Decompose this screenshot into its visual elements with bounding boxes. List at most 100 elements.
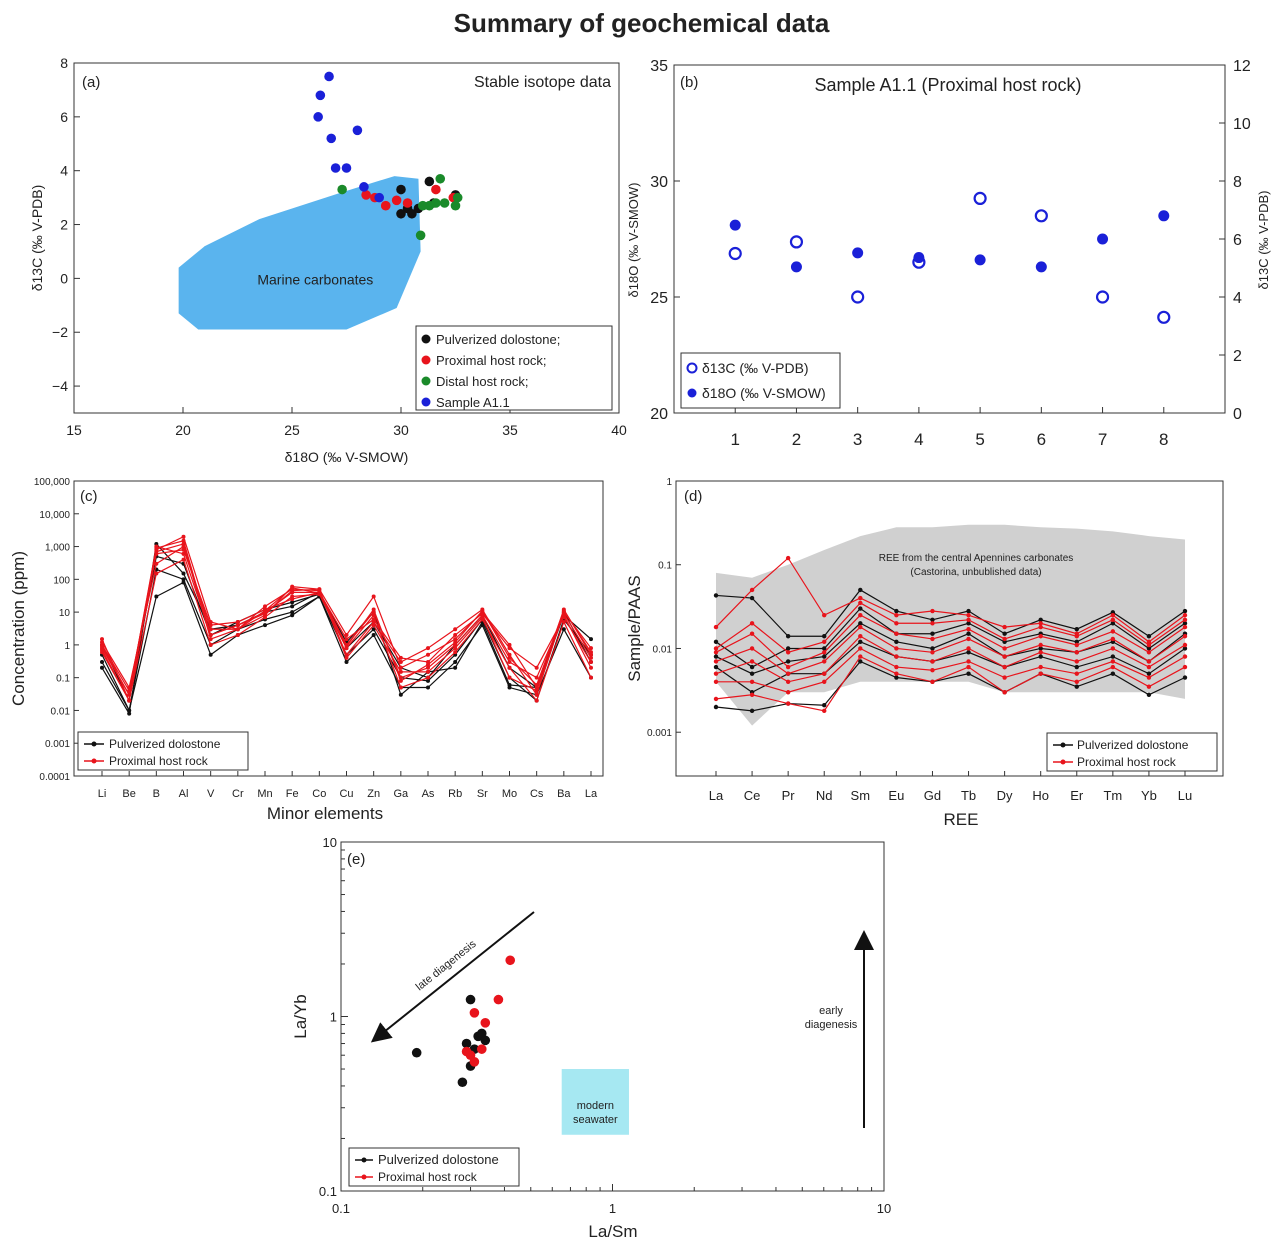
data-point — [749, 692, 755, 697]
data-point — [785, 664, 791, 670]
data-point — [453, 637, 458, 642]
data-point — [1182, 675, 1188, 680]
y-axis-label: δ13C (‰ V-PDB) — [29, 185, 45, 292]
data-point — [713, 671, 719, 676]
y-tick-label-left: 20 — [650, 406, 668, 423]
x-tick-label: 1 — [730, 430, 739, 449]
data-point — [1038, 650, 1043, 655]
data-point — [371, 627, 376, 632]
y-tick-label-right: 4 — [1233, 290, 1242, 307]
data-point-open — [851, 290, 865, 304]
series-line — [101, 545, 592, 697]
x-axis-label: δ18O (‰ V-SMOW) — [285, 449, 409, 465]
x-tick-label: 10 — [877, 1201, 891, 1216]
x-tick-label: 6 — [1037, 430, 1046, 449]
y-tick-label: 10 — [59, 608, 71, 619]
data-point — [930, 621, 935, 626]
x-tick-label: 2 — [792, 430, 801, 449]
data-point — [402, 198, 413, 208]
panel-c-frame — [73, 480, 604, 777]
x-tick-label: Al — [179, 788, 189, 800]
data-point — [858, 600, 863, 606]
data-point — [127, 711, 132, 716]
legend-marker — [1060, 742, 1066, 748]
data-point — [589, 637, 593, 642]
data-point — [290, 613, 295, 618]
data-point — [317, 587, 322, 592]
band-label: (Castorina, unbublished data) — [910, 567, 1041, 578]
x-tick-label: Ba — [557, 788, 571, 800]
data-point — [1038, 642, 1043, 648]
data-point — [966, 617, 971, 623]
data-point — [930, 650, 935, 655]
data-point — [1074, 664, 1079, 670]
data-point — [100, 644, 104, 649]
y-tick-label-right: 8 — [1233, 174, 1242, 191]
legend-marker — [91, 741, 97, 747]
data-point — [1074, 684, 1079, 689]
data-point — [822, 639, 827, 645]
seawater-label: modern — [577, 1100, 614, 1112]
y-tick-label: −4 — [52, 378, 68, 394]
data-point — [181, 557, 186, 562]
data-point — [371, 623, 376, 628]
data-point — [749, 708, 755, 714]
data-point — [894, 612, 899, 618]
data-point — [822, 612, 827, 618]
y-tick-label: 0 — [60, 270, 68, 286]
data-point — [154, 571, 159, 576]
data-point — [930, 646, 935, 651]
x-tick-label: Ga — [393, 788, 409, 800]
data-point-filled — [913, 252, 925, 264]
data-point — [361, 190, 371, 200]
legend-marker — [421, 355, 431, 365]
data-point — [208, 637, 213, 642]
data-point — [337, 184, 347, 195]
series-line — [715, 635, 1186, 683]
data-point — [480, 608, 485, 613]
data-point — [785, 679, 791, 684]
panel-e-frame — [340, 841, 885, 1192]
data-point — [344, 655, 349, 660]
data-point — [822, 671, 827, 676]
data-point-open — [1034, 209, 1048, 223]
x-tick-label: Cs — [530, 788, 544, 800]
data-point — [1182, 608, 1188, 614]
data-point — [398, 685, 403, 690]
y-tick-label: 6 — [60, 109, 68, 125]
y-axis-label: Concentration (ppm) — [9, 551, 28, 706]
data-point — [507, 646, 512, 651]
x-tick-label: Cr — [232, 788, 244, 800]
data-point — [235, 627, 240, 632]
x-tick-label: Cu — [339, 788, 353, 800]
data-point — [398, 669, 403, 674]
x-tick-label: Sr — [477, 788, 488, 800]
series-line — [101, 549, 592, 693]
page-title: Summary of geochemical data — [453, 8, 830, 38]
data-point — [930, 608, 935, 614]
data-point — [426, 652, 430, 657]
data-point-open — [789, 235, 804, 249]
data-point — [785, 650, 791, 655]
data-point — [1002, 646, 1007, 651]
data-point — [749, 587, 755, 593]
data-point — [507, 660, 512, 665]
data-point — [426, 669, 430, 674]
y-tick-label: 0.001 — [45, 739, 70, 750]
data-point — [154, 594, 159, 599]
legend-marker — [361, 1157, 367, 1163]
data-point — [453, 633, 458, 638]
data-point — [507, 675, 512, 680]
data-point — [341, 163, 352, 173]
data-point — [411, 1047, 422, 1058]
data-point — [930, 631, 935, 636]
data-point — [1038, 621, 1043, 626]
data-point — [371, 613, 376, 618]
series-line — [716, 647, 1186, 693]
x-axis-label: Minor elements — [267, 804, 383, 823]
data-point — [326, 133, 337, 144]
late-diagenesis-label: late diagenesis — [414, 938, 479, 994]
data-point — [415, 230, 426, 241]
series-line — [715, 655, 1186, 712]
y-tick-label-right: 10 — [1233, 116, 1251, 133]
